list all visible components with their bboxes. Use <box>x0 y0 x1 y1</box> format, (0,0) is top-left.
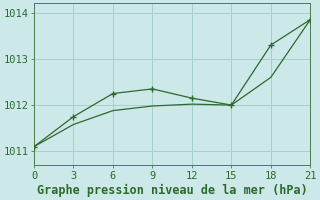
X-axis label: Graphe pression niveau de la mer (hPa): Graphe pression niveau de la mer (hPa) <box>37 183 308 197</box>
